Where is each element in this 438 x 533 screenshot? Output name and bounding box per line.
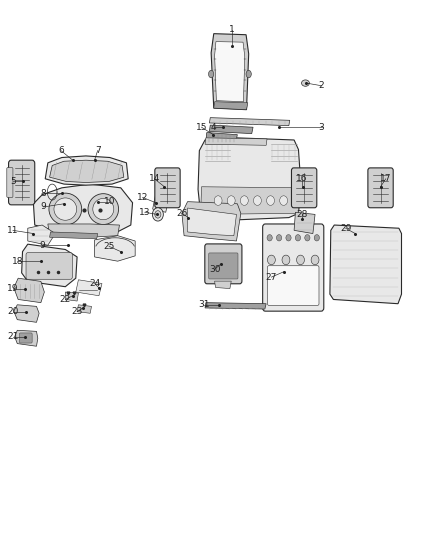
Polygon shape: [65, 292, 78, 301]
Polygon shape: [214, 102, 248, 110]
Text: 19: 19: [7, 284, 19, 293]
Polygon shape: [215, 281, 231, 288]
Ellipse shape: [297, 255, 304, 265]
Polygon shape: [45, 156, 128, 185]
Text: 2: 2: [319, 81, 325, 90]
Polygon shape: [33, 184, 133, 235]
Ellipse shape: [276, 235, 282, 241]
Text: 21: 21: [7, 332, 18, 341]
Ellipse shape: [240, 196, 248, 205]
Ellipse shape: [88, 193, 119, 224]
Text: 8: 8: [41, 189, 46, 198]
Text: 1: 1: [229, 26, 235, 35]
Ellipse shape: [267, 235, 272, 241]
Polygon shape: [152, 188, 170, 212]
Polygon shape: [28, 225, 55, 245]
Polygon shape: [182, 201, 241, 241]
Text: 15: 15: [196, 123, 207, 132]
Text: 5: 5: [10, 177, 16, 186]
Polygon shape: [209, 125, 253, 134]
Text: 16: 16: [296, 174, 308, 183]
Ellipse shape: [208, 70, 214, 78]
Polygon shape: [206, 133, 237, 143]
Text: 17: 17: [380, 174, 392, 183]
Text: 24: 24: [89, 279, 100, 288]
Polygon shape: [49, 232, 98, 239]
Ellipse shape: [246, 70, 251, 78]
Ellipse shape: [49, 193, 81, 225]
Ellipse shape: [314, 235, 319, 241]
Polygon shape: [201, 187, 299, 214]
Ellipse shape: [93, 198, 114, 220]
Ellipse shape: [295, 235, 300, 241]
FancyBboxPatch shape: [155, 168, 180, 208]
Ellipse shape: [267, 196, 275, 205]
FancyBboxPatch shape: [268, 266, 319, 305]
Ellipse shape: [301, 80, 309, 86]
Text: 30: 30: [209, 265, 220, 273]
FancyBboxPatch shape: [263, 224, 324, 311]
Ellipse shape: [254, 196, 261, 205]
Text: 28: 28: [296, 210, 307, 219]
FancyBboxPatch shape: [291, 168, 317, 208]
FancyBboxPatch shape: [7, 167, 13, 197]
Polygon shape: [205, 138, 267, 146]
Text: 23: 23: [71, 307, 83, 316]
Polygon shape: [49, 160, 124, 182]
Ellipse shape: [214, 196, 222, 205]
Polygon shape: [330, 225, 402, 304]
Polygon shape: [205, 303, 266, 309]
Text: 18: 18: [12, 257, 24, 265]
FancyBboxPatch shape: [209, 253, 238, 279]
Text: 9: 9: [39, 241, 45, 250]
FancyBboxPatch shape: [205, 244, 242, 284]
Polygon shape: [209, 118, 290, 126]
Ellipse shape: [152, 208, 163, 221]
Text: 12: 12: [137, 193, 148, 202]
Ellipse shape: [54, 198, 77, 220]
Polygon shape: [211, 34, 249, 110]
Polygon shape: [215, 42, 245, 102]
Text: 26: 26: [176, 209, 187, 218]
Polygon shape: [14, 278, 44, 303]
Text: 9: 9: [41, 203, 46, 212]
Ellipse shape: [286, 235, 291, 241]
Text: 7: 7: [95, 146, 100, 155]
Polygon shape: [77, 305, 92, 313]
Text: 25: 25: [103, 242, 115, 251]
FancyBboxPatch shape: [9, 160, 35, 205]
Ellipse shape: [155, 211, 161, 218]
Text: 3: 3: [319, 123, 325, 132]
Ellipse shape: [280, 196, 288, 205]
FancyBboxPatch shape: [19, 333, 32, 343]
Text: 13: 13: [139, 208, 151, 217]
Polygon shape: [76, 280, 102, 296]
Polygon shape: [14, 305, 39, 322]
Polygon shape: [95, 236, 135, 261]
Polygon shape: [21, 244, 77, 287]
FancyBboxPatch shape: [368, 168, 393, 208]
Text: 31: 31: [198, 300, 209, 309]
Ellipse shape: [282, 255, 290, 265]
Text: 27: 27: [266, 273, 277, 281]
Polygon shape: [294, 212, 315, 233]
Text: 14: 14: [148, 174, 160, 183]
Text: 22: 22: [60, 295, 71, 304]
FancyBboxPatch shape: [26, 253, 72, 279]
Polygon shape: [48, 224, 120, 237]
Text: 4: 4: [211, 123, 216, 132]
Text: 6: 6: [58, 146, 64, 155]
Text: 11: 11: [7, 226, 19, 235]
Ellipse shape: [311, 255, 319, 265]
Text: 29: 29: [340, 224, 351, 233]
Text: 20: 20: [7, 307, 18, 316]
Ellipse shape: [227, 196, 235, 205]
Polygon shape: [187, 208, 237, 236]
Polygon shape: [198, 138, 301, 220]
Polygon shape: [14, 330, 38, 346]
Ellipse shape: [305, 235, 310, 241]
Ellipse shape: [268, 255, 276, 265]
Text: 10: 10: [104, 197, 116, 206]
